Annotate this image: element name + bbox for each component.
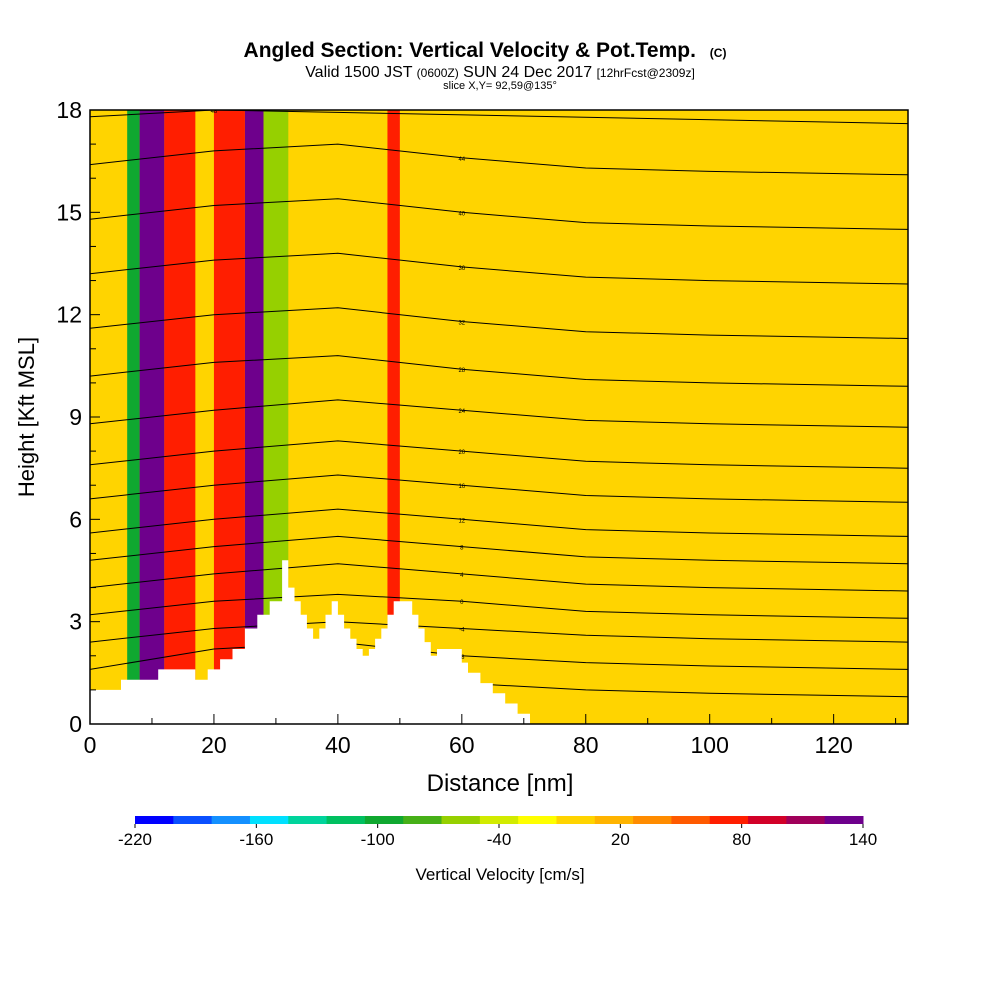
isentrope-10 [90, 355, 908, 387]
isentrope-label-3: 0 [460, 600, 464, 606]
colorbar-swatch-10 [518, 816, 557, 824]
velocity-band-2 [213, 110, 245, 724]
y-tick-label-9: 9 [69, 404, 82, 430]
y-tick-label-15: 15 [56, 199, 82, 225]
colorbar-label: Vertical Velocity [cm/s] [415, 865, 584, 884]
isentrope-14 [90, 143, 908, 176]
y-axis: 0 3 6 9 12 15 18 [56, 97, 100, 737]
chart-subtitle-zulu: (0600Z) [417, 66, 459, 80]
isentrope-label-11: 32 [458, 320, 465, 326]
chart-title-unit: (C) [710, 46, 727, 60]
colorbar-swatch-16 [748, 816, 787, 824]
y-tick-label-3: 3 [69, 609, 82, 635]
isentrope-label-2: -4 [459, 627, 465, 633]
velocity-shading [90, 110, 908, 724]
velocity-background [90, 110, 908, 724]
colorbar-swatch-15 [709, 816, 749, 824]
isentrope-6 [90, 508, 908, 537]
colorbar-swatch-8 [441, 816, 481, 824]
x-tick-label-20: 20 [201, 732, 227, 758]
isentrope-12 [90, 252, 908, 285]
colorbar-swatch-11 [556, 816, 596, 824]
colorbar-tick-label--220: -220 [118, 830, 152, 849]
x-tick-label-0: 0 [84, 732, 97, 758]
chart-title-main: Angled Section: Vertical Velocity & Pot.… [244, 39, 696, 62]
x-tick-label-60: 60 [449, 732, 475, 758]
colorbar-swatch-0 [135, 816, 174, 824]
isentrope-8 [90, 440, 908, 469]
chart-slice-label: slice X,Y= 92,59@135° [443, 80, 557, 92]
colorbar-swatch-14 [671, 816, 711, 824]
terrain-fill [90, 560, 908, 724]
chart-subtitle-valid: Valid 1500 JST [305, 64, 413, 81]
colorbar-tick-label-80: 80 [732, 830, 751, 849]
chart-subtitle-forecast: [12hrFcst@2309z] [597, 66, 695, 80]
chart-title: Angled Section: Vertical Velocity & Pot.… [244, 39, 727, 62]
isentrope-label-7: 16 [458, 484, 465, 490]
y-tick-label-18: 18 [56, 97, 82, 123]
x-axis-label: Distance [nm] [427, 770, 574, 797]
isentrope-label-14: 44 [458, 157, 465, 163]
colorbar-swatch-1 [173, 816, 213, 824]
isentrope-2 [90, 621, 908, 643]
isentrope-9 [90, 399, 908, 428]
isentrope-label-5: 8 [460, 546, 464, 552]
y-axis-label: Height [Kft MSL] [14, 337, 39, 497]
isentrope-label-13: 40 [458, 211, 465, 217]
velocity-band-6 [387, 110, 400, 724]
colorbar-swatch-13 [633, 816, 672, 824]
isentrope-3 [90, 593, 908, 619]
isentrope-label-4: 4 [460, 573, 464, 579]
isentrope-15 [90, 110, 908, 125]
velocity-band-4 [127, 110, 140, 724]
isentrope-label-6: 12 [458, 518, 465, 524]
colorbar-swatch-6 [364, 816, 404, 824]
colorbar-swatch-4 [288, 816, 328, 824]
colorbar-tick-label--100: -100 [361, 830, 395, 849]
colorbar-tick-label-140: 140 [849, 830, 877, 849]
x-axis: 0 20 40 60 80 100 120 [84, 714, 897, 758]
isentrope-11 [90, 307, 908, 339]
isentrope-label-1: -8 [459, 655, 465, 661]
isentrope-label-12: 36 [458, 266, 465, 272]
isentrope-4 [90, 563, 908, 592]
isentrope-label-15: 48 [211, 109, 218, 115]
isentrope-label-8: 20 [458, 450, 465, 456]
colorbar-swatch-18 [824, 816, 864, 824]
x-tick-label-80: 80 [573, 732, 599, 758]
colorbar-swatch-17 [786, 816, 826, 824]
terrain [90, 560, 908, 724]
isentrope-5 [90, 535, 908, 565]
chart-subtitle-date: SUN 24 Dec 2017 [463, 64, 592, 81]
isentrope-13 [90, 198, 908, 230]
colorbar: -220 -160 -100 -40 20 80 140 [118, 816, 877, 849]
y-tick-label-12: 12 [56, 302, 82, 328]
colorbar-swatch-5 [326, 816, 366, 824]
isentrope-label-10: 28 [458, 368, 465, 374]
y-tick-label-0: 0 [69, 711, 82, 737]
colorbar-tick-label--160: -160 [239, 830, 273, 849]
colorbar-swatch-7 [403, 816, 443, 824]
isentrope-label-9: 24 [458, 409, 465, 415]
x-tick-label-40: 40 [325, 732, 351, 758]
x-tick-label-120: 120 [814, 732, 852, 758]
isentrope-7 [90, 474, 908, 503]
chart-subtitle: Valid 1500 JST (0600Z) SUN 24 Dec 2017 [… [305, 64, 695, 81]
colorbar-tick-label--40: -40 [487, 830, 512, 849]
colorbar-tick-label-20: 20 [611, 830, 630, 849]
y-tick-label-6: 6 [69, 506, 82, 532]
colorbar-swatch-9 [479, 816, 519, 824]
colorbar-swatch-3 [249, 816, 289, 824]
colorbar-swatch-2 [211, 816, 251, 824]
x-tick-label-100: 100 [691, 732, 729, 758]
colorbar-swatch-12 [594, 816, 634, 824]
velocity-band-1 [164, 110, 196, 724]
